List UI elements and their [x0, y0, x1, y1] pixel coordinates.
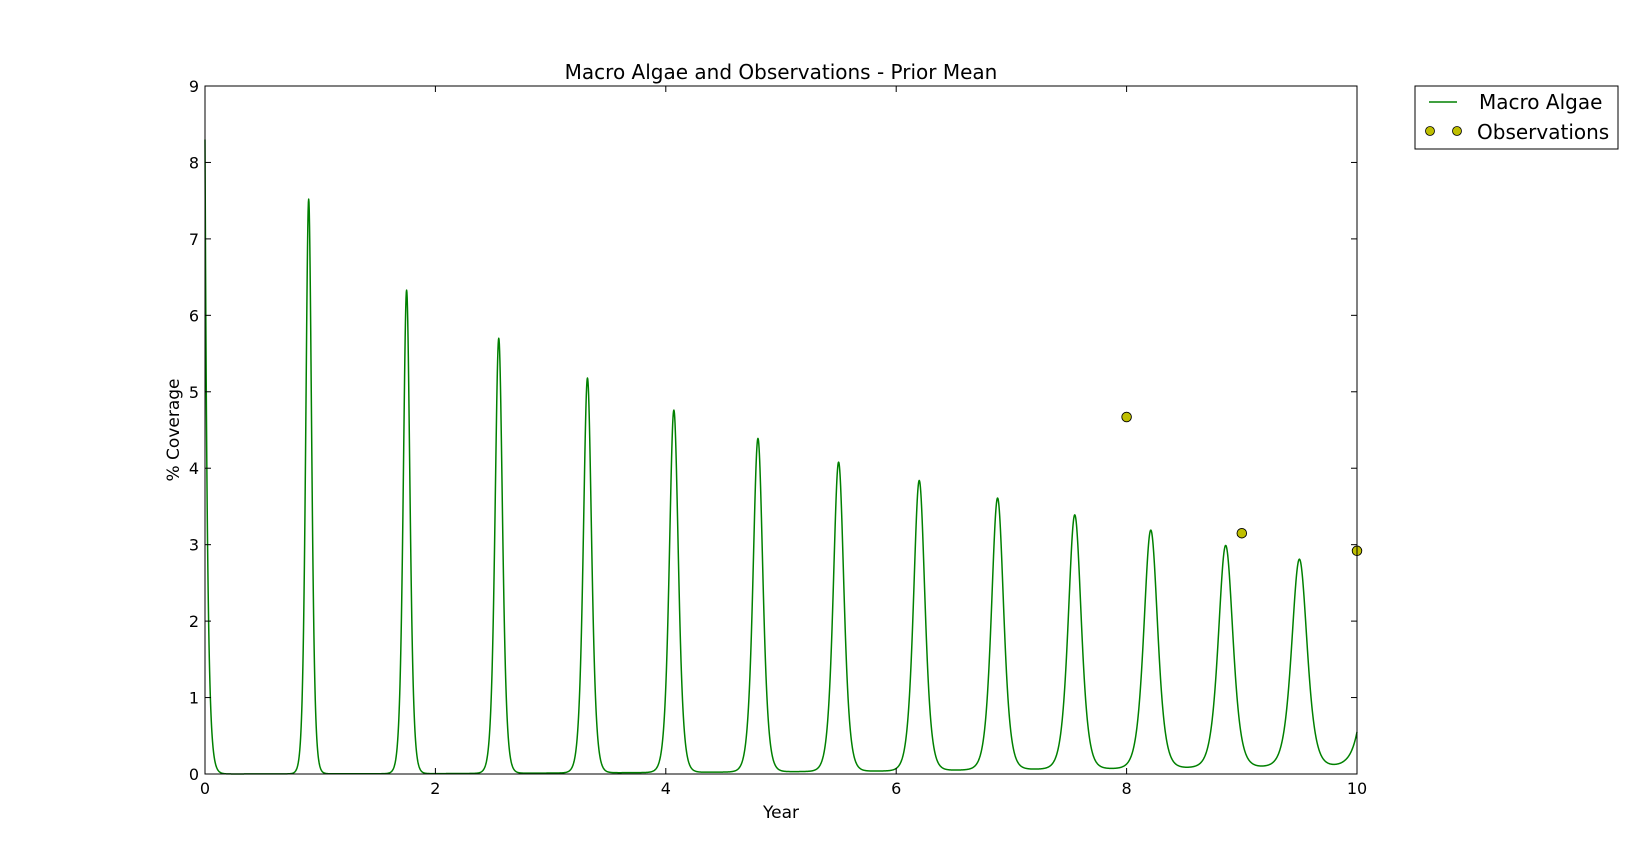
y-tick-label: 3 — [189, 536, 199, 555]
x-tick-label: 2 — [430, 779, 440, 798]
y-axis-label: % Coverage — [164, 378, 184, 481]
legend-marker-2 — [1452, 126, 1462, 136]
y-tick-label: 4 — [189, 459, 199, 478]
x-tick-label: 6 — [891, 779, 901, 798]
y-axis: 0 1 2 3 4 5 6 7 8 9 — [189, 77, 1357, 784]
y-tick-label: 8 — [189, 153, 199, 172]
y-tick-label: 2 — [189, 612, 199, 631]
plot-area — [204, 85, 1363, 775]
legend-label-macro-algae: Macro Algae — [1479, 90, 1602, 114]
y-tick-label: 1 — [189, 689, 199, 708]
y-tick-label: 7 — [189, 230, 199, 249]
legend-label-observations: Observations — [1477, 120, 1609, 144]
observation-point — [1121, 411, 1132, 423]
x-tick-label: 0 — [200, 779, 210, 798]
x-axis: 0 2 4 6 8 10 — [200, 86, 1367, 798]
y-tick-label: 5 — [189, 383, 199, 402]
y-tick-label: 6 — [189, 306, 199, 325]
legend-box — [1414, 85, 1619, 150]
legend-marker-1 — [1425, 126, 1435, 136]
y-tick-label: 9 — [189, 77, 199, 96]
chart-title: Macro Algae and Observations - Prior Mea… — [565, 60, 998, 84]
y-tick-label: 0 — [189, 765, 199, 784]
plot-frame — [204, 85, 1358, 775]
x-tick-label: 4 — [661, 779, 671, 798]
line-layer — [204, 139, 1358, 775]
marker-layer — [1121, 411, 1363, 557]
x-tick-label: 10 — [1347, 779, 1367, 798]
observation-point — [1236, 527, 1248, 539]
x-tick-label: 8 — [1122, 779, 1132, 798]
x-axis-label: Year — [762, 803, 799, 823]
series-line-macro-algae — [204, 139, 1358, 775]
legend: Macro Algae Observations — [1414, 85, 1619, 150]
